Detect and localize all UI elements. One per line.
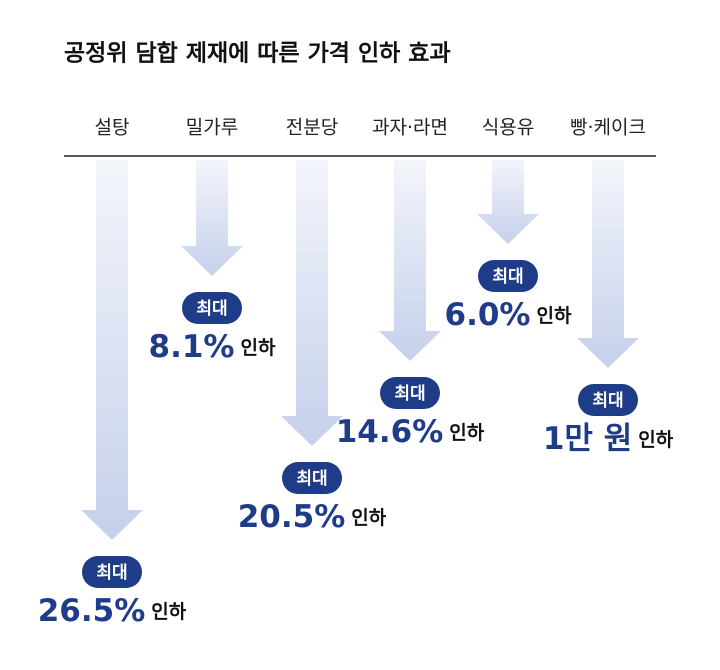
arrow [577,160,639,368]
amount: 26.5% [38,593,146,629]
amount: 20.5% [238,499,346,535]
badge [182,292,242,324]
amount: 1만 원 [543,421,632,457]
column-header: 밀가루 [186,117,238,139]
amount-line: 26.5% 인하 [38,593,187,629]
arrow [281,160,343,446]
title: 공정위 담합 제재에 따른 가격 인하 효과 [64,41,451,67]
badge [578,384,638,416]
amount-line: 8.1% 인하 [149,329,276,365]
arrow [81,160,143,540]
badge [380,377,440,409]
badge-label: 최대 [394,384,425,404]
arrow [477,160,539,244]
amount-line: 20.5% 인하 [238,499,387,535]
arrow [181,160,243,276]
badge-label: 최대 [296,469,327,489]
suffix: 인하 [351,507,386,529]
column-header: 과자·라면 [372,117,448,139]
column-header: 빵·케이크 [570,117,646,139]
suffix: 인하 [241,337,276,359]
arrow [379,160,441,361]
amount-line: 14.6% 인하 [336,414,485,450]
badge-label: 최대 [196,299,227,319]
badge-label: 최대 [492,267,523,287]
column-header: 식용유 [482,117,534,139]
suffix: 인하 [537,305,572,327]
suffix: 인하 [449,422,484,444]
column-header: 설탕 [95,117,130,139]
amount: 6.0% [445,297,531,333]
badge-label: 최대 [96,563,127,583]
badge [478,260,538,292]
amount: 14.6% [336,414,444,450]
column-header: 전분당 [286,117,338,139]
suffix: 인하 [638,429,673,451]
badge [82,556,142,588]
amount: 8.1% [149,329,235,365]
suffix: 인하 [151,601,186,623]
amount-line: 6.0% 인하 [445,297,572,333]
badge [282,462,342,494]
amount-line: 1만 원 인하 [543,421,674,457]
badge-label: 최대 [592,391,623,411]
